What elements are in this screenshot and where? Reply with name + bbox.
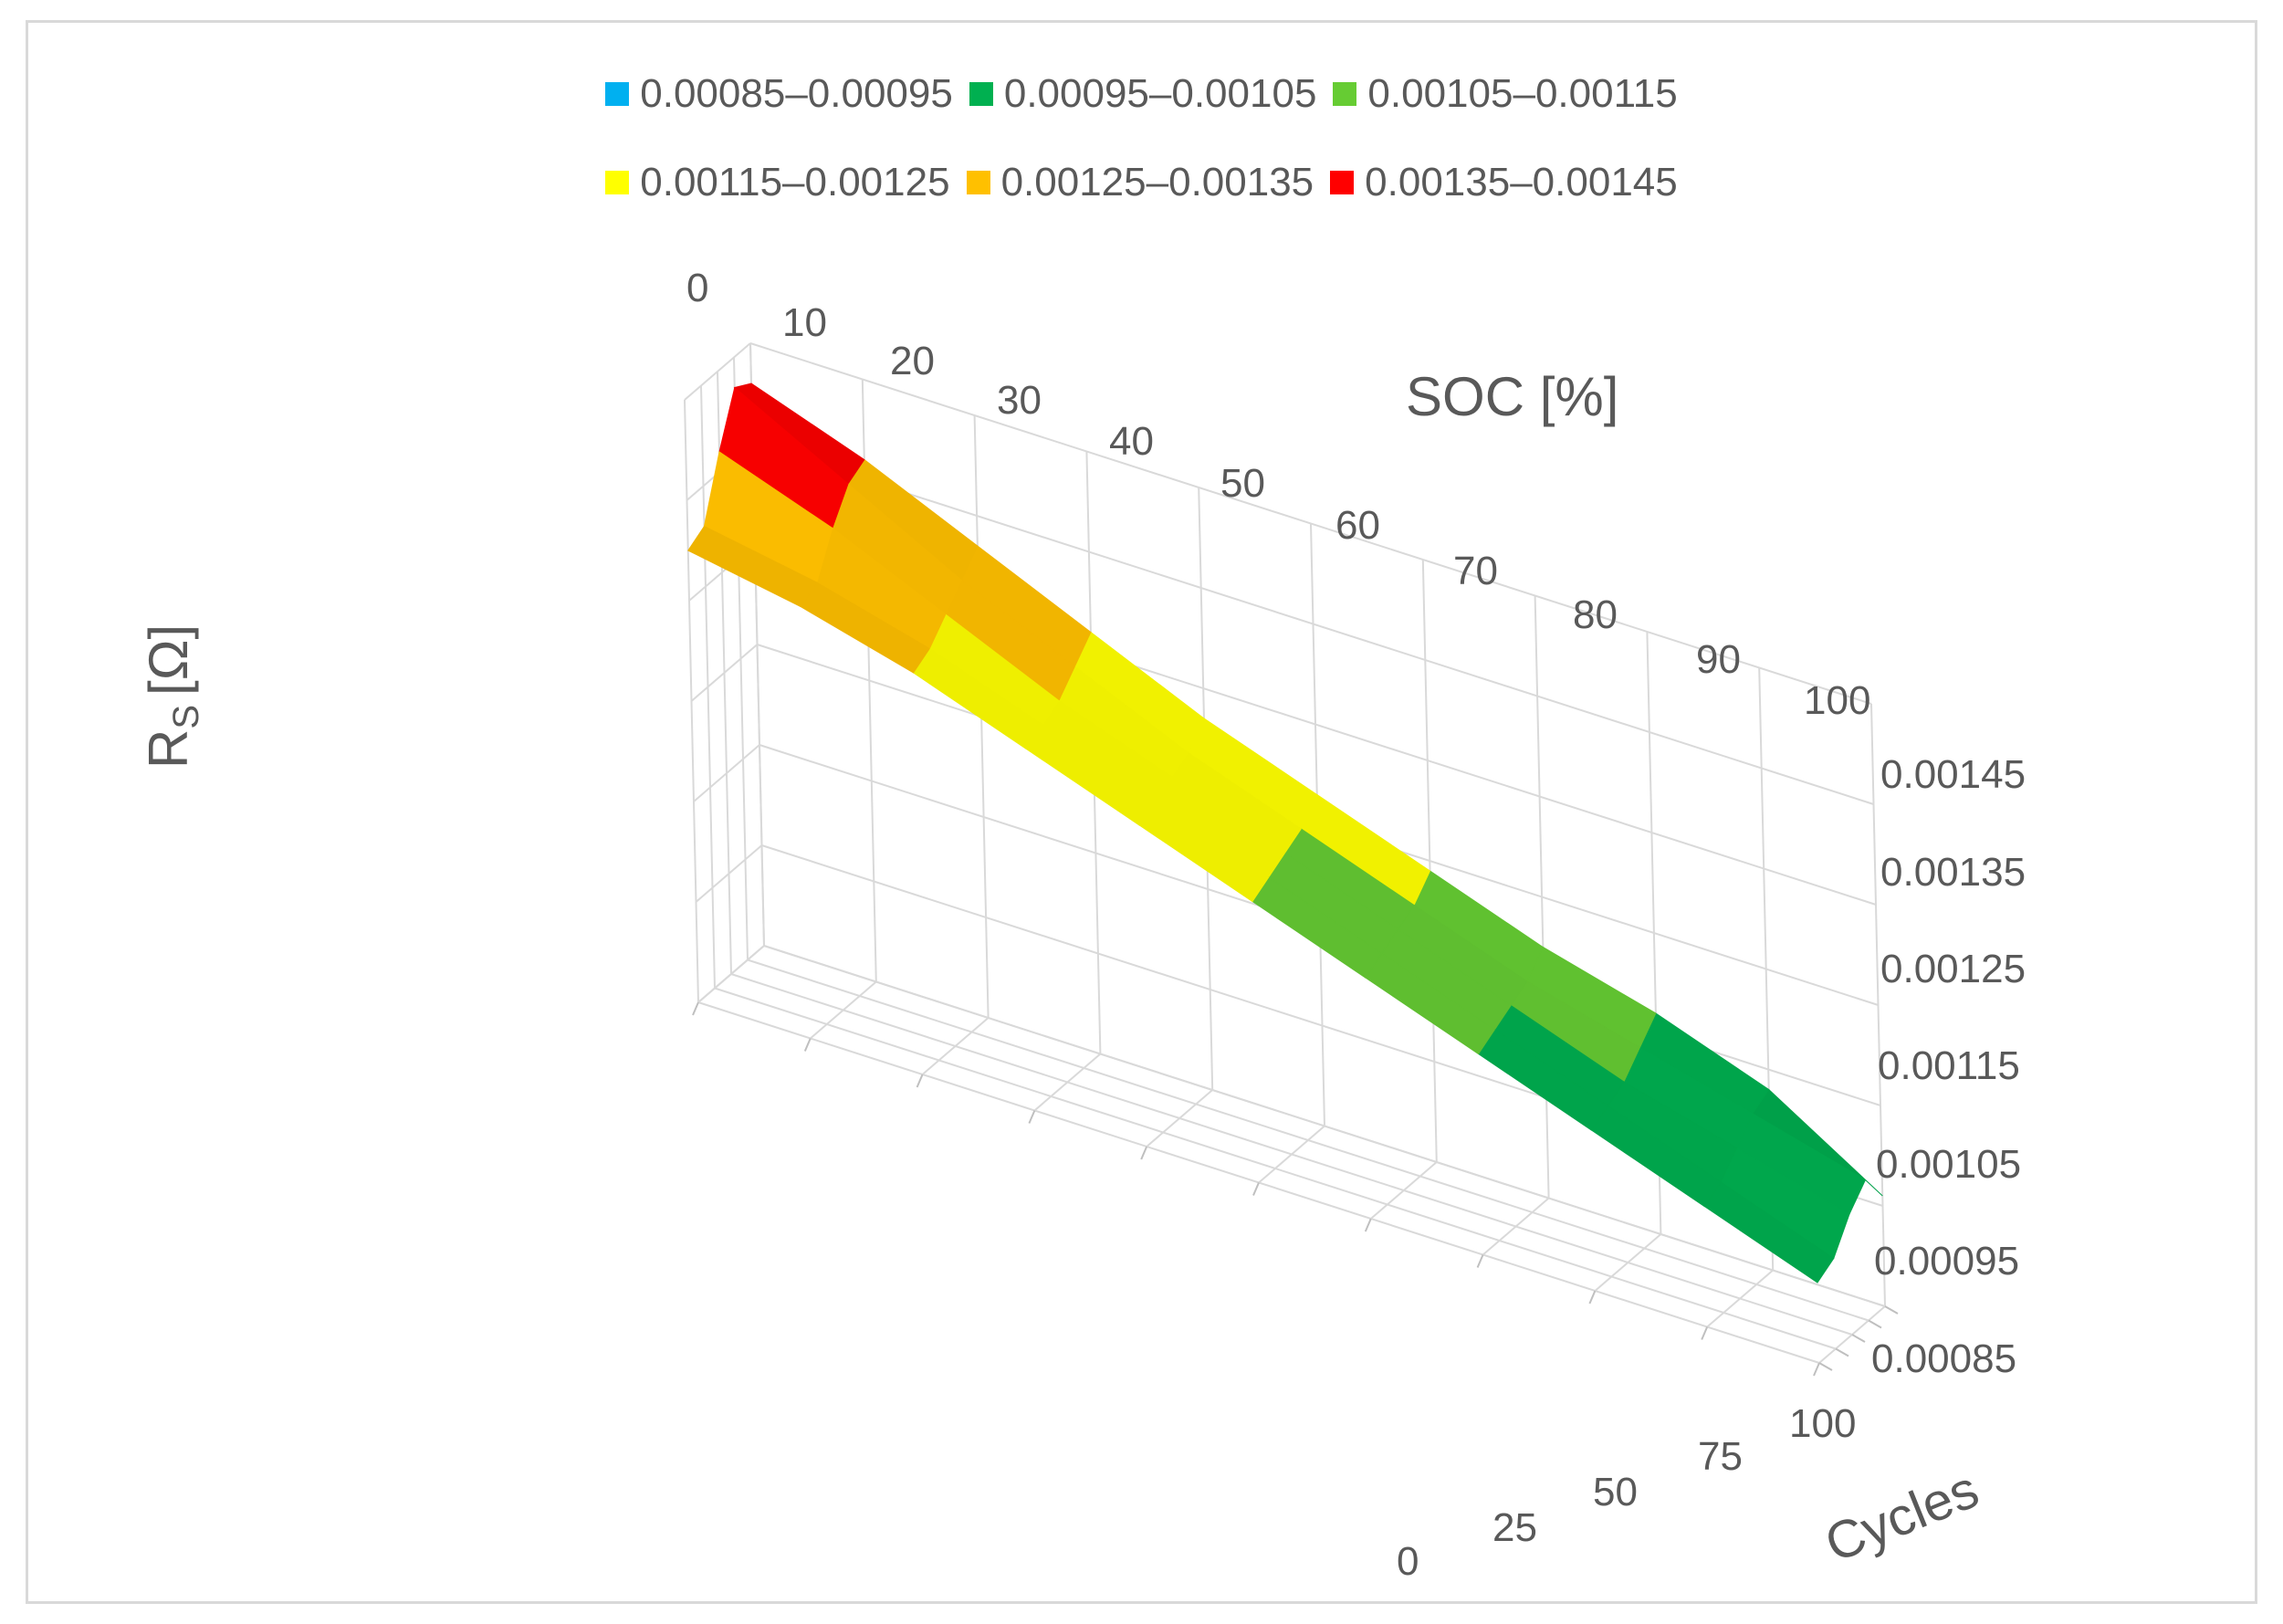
- svg-text:RS[Ω]: RS [Ω]: [138, 624, 206, 769]
- legend-row-2: 0.00115–0.00125 0.00125–0.00135 0.00135–…: [0, 160, 2283, 205]
- legend-item: 0.00105–0.00115: [1333, 71, 1678, 117]
- soc-tick-mark: [692, 1001, 699, 1016]
- cycles-tick-mark: [1884, 1305, 1899, 1315]
- floor-gridline: [747, 959, 1869, 1322]
- cycles-tick-mark: [1851, 1334, 1866, 1343]
- soc-tick-label: 90: [1696, 637, 1741, 682]
- soc-tick-label: 70: [1453, 549, 1498, 593]
- soc-axis-title: SOC [%]: [1406, 366, 1618, 427]
- soc-tick-mark: [1813, 1362, 1820, 1377]
- z-tick-label: 0.00145: [1880, 752, 2026, 797]
- legend-swatch: [605, 82, 630, 106]
- soc-tick-mark: [1476, 1254, 1484, 1268]
- legend-swatch: [1330, 171, 1355, 194]
- z-tick-label: 0.00095: [1874, 1239, 2019, 1283]
- soc-tick-label: 50: [1220, 461, 1265, 506]
- z-tick-label: 0.00115: [1878, 1043, 2020, 1088]
- soc-tick-mark: [916, 1074, 924, 1088]
- soc-tick-mark: [1701, 1326, 1709, 1340]
- cycles-tick-mark: [1818, 1362, 1833, 1371]
- back-wall-gridline: [749, 342, 1872, 705]
- floor-gridline: [714, 987, 1837, 1350]
- surface: [687, 382, 1883, 1283]
- z-axis-title-main: R: [138, 729, 199, 769]
- soc-tick-mark: [1588, 1290, 1597, 1304]
- soc-tick-label: 60: [1335, 503, 1380, 548]
- cycles-tick-mark: [1835, 1347, 1849, 1357]
- legend-label: 0.00135–0.00145: [1365, 160, 1678, 204]
- soc-tick-labels: 0 10 20 30 40 50 60 70 80 90 100: [686, 266, 1870, 723]
- soc-tick-mark: [1252, 1182, 1260, 1196]
- cycles-tick-label: 75: [1698, 1434, 1743, 1479]
- cycles-tick-label: 25: [1492, 1505, 1537, 1550]
- soc-tick-mark: [1140, 1146, 1148, 1160]
- soc-tick-label: 20: [890, 339, 935, 383]
- legend-swatch: [1333, 82, 1357, 106]
- floor-gridline: [763, 945, 1886, 1307]
- soc-tick-label: 30: [997, 378, 1042, 423]
- soc-tick-mark: [803, 1038, 812, 1052]
- legend-swatch: [605, 171, 630, 194]
- legend-item: 0.00135–0.00145: [1330, 160, 1678, 205]
- back-wall-gridline: [752, 443, 1874, 805]
- legend-item: 0.00095–0.00105: [969, 71, 1317, 117]
- surface-patch: [687, 525, 818, 608]
- z-tick-label: 0.00105: [1876, 1142, 2021, 1187]
- z-axis-title-unit: [Ω]: [138, 624, 199, 696]
- cycles-tick-label: 100: [1789, 1401, 1856, 1446]
- z-tick-label: 0.00085: [1871, 1336, 2016, 1381]
- soc-tick-label: 10: [782, 300, 827, 345]
- side-wall-gridline: [690, 644, 759, 702]
- soc-tick-mark: [1364, 1218, 1372, 1232]
- cycles-tick-label: 50: [1593, 1470, 1638, 1514]
- soc-tick-label: 40: [1109, 419, 1154, 464]
- legend-swatch: [966, 171, 990, 194]
- side-wall-gridline: [695, 844, 763, 903]
- soc-tick-mark: [1028, 1110, 1036, 1124]
- legend-label: 0.00115–0.00125: [640, 160, 950, 204]
- z-axis-title: RS [Ω]: [138, 624, 206, 769]
- legend-label: 0.00125–0.00135: [1000, 160, 1314, 204]
- legend-label: 0.00085–0.00095: [640, 71, 953, 116]
- legend-swatch: [969, 82, 993, 106]
- floor-gridline: [730, 973, 1853, 1336]
- legend-item: 0.00085–0.00095: [605, 71, 953, 117]
- cycles-tick-label: 0: [1397, 1539, 1419, 1584]
- side-wall-gridline: [684, 342, 751, 401]
- z-axis-title-sub: S: [166, 705, 206, 729]
- z-tick-label: 0.00135: [1880, 850, 2026, 895]
- side-wall-gridline: [693, 744, 760, 802]
- legend-item: 0.00125–0.00135: [966, 160, 1314, 205]
- cycles-axis-title: Cycles: [1817, 1460, 1987, 1574]
- soc-tick-label: 100: [1804, 678, 1870, 723]
- legend-row-1: 0.00085–0.00095 0.00095–0.00105 0.00105–…: [0, 71, 2283, 117]
- cycles-tick-labels: 0 25 50 75 100: [1397, 1401, 1856, 1584]
- z-tick-labels: 0.00145 0.00135 0.00125 0.00115 0.00105 …: [1871, 752, 2026, 1381]
- legend-item: 0.00115–0.00125: [605, 160, 950, 205]
- soc-tick-label: 0: [686, 266, 708, 310]
- legend-label: 0.00095–0.00105: [1003, 71, 1317, 116]
- cycles-tick-mark: [1868, 1319, 1882, 1329]
- legend-label: 0.00105–0.00115: [1367, 71, 1678, 116]
- soc-tick-label: 80: [1573, 592, 1618, 637]
- z-tick-label: 0.00125: [1880, 947, 2026, 991]
